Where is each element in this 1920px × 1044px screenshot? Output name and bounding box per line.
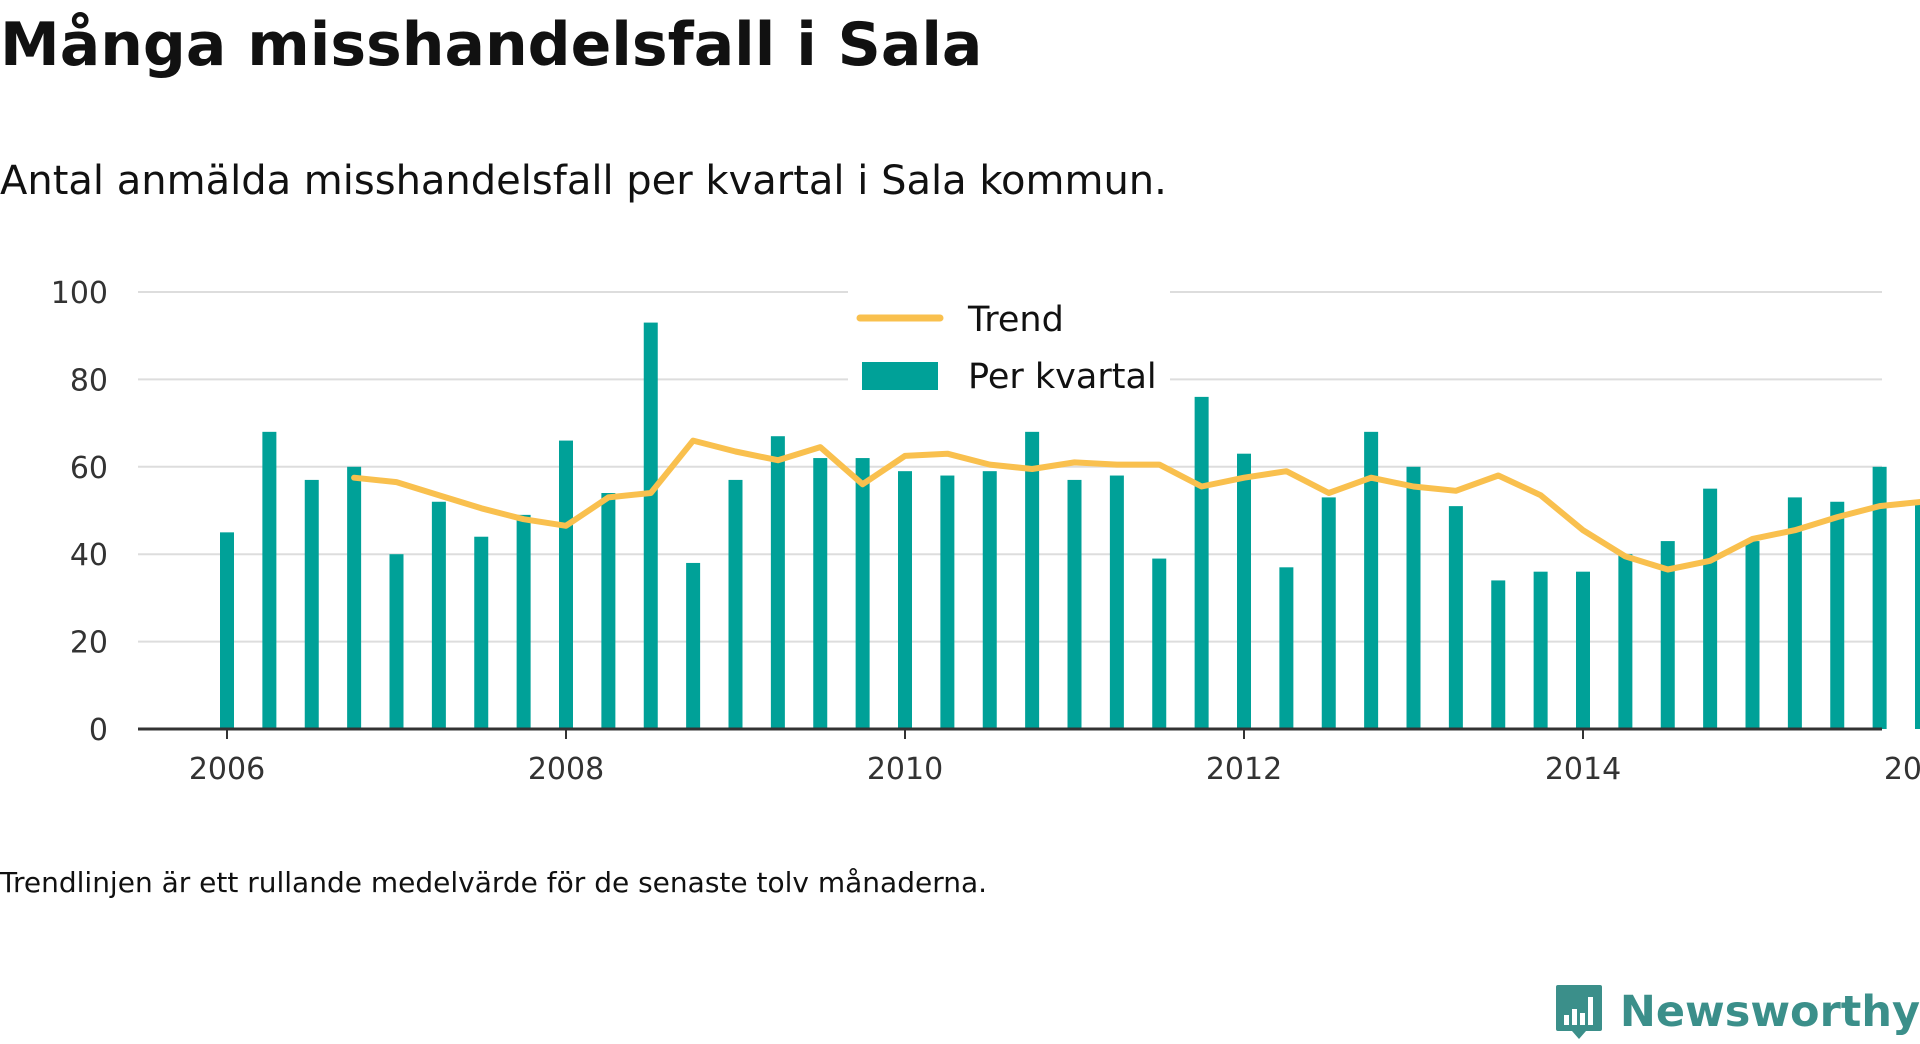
bar	[855, 458, 870, 729]
bar	[643, 322, 658, 729]
x-tick-label: 2006	[189, 752, 265, 787]
footnote: Trendlinjen är ett rullande medelvärde f…	[0, 866, 988, 899]
bar	[1787, 497, 1802, 729]
bar	[431, 501, 446, 729]
bar	[1194, 396, 1209, 729]
y-axis: 0 20 40 60 80 100	[51, 276, 108, 748]
y-tick-label: 20	[70, 626, 108, 661]
bar	[559, 440, 573, 729]
bar	[1491, 580, 1506, 729]
bar	[474, 536, 489, 729]
bar	[1279, 567, 1294, 729]
chart-title: Många misshandelsfall i Sala	[0, 10, 983, 80]
y-tick-label: 0	[89, 713, 108, 748]
x-tick-label: 2012	[1206, 752, 1282, 787]
x-tick-label: 2010	[867, 752, 943, 787]
bar	[1025, 431, 1040, 729]
bar	[770, 436, 785, 729]
bar	[1830, 501, 1845, 729]
bar	[1576, 571, 1590, 729]
bar	[1067, 479, 1082, 729]
bar	[686, 562, 701, 729]
bar	[1321, 497, 1336, 729]
y-tick-label: 60	[70, 451, 108, 486]
bar	[1448, 506, 1463, 729]
legend: Trend Per kvartal	[848, 290, 1170, 398]
x-axis: 2006200820102012201420162018202020222024	[189, 729, 1920, 787]
bar	[1152, 558, 1167, 729]
x-tick-label: 2016	[1884, 752, 1920, 787]
legend-bar-swatch	[862, 362, 938, 390]
chart-subtitle: Antal anmälda misshandelsfall per kvarta…	[0, 158, 1167, 204]
bar	[813, 458, 828, 729]
bar	[898, 471, 912, 729]
brand: Newsworthy	[1554, 980, 1920, 1044]
trend-series	[351, 437, 1920, 573]
bar	[1109, 475, 1124, 729]
bar	[1406, 466, 1421, 729]
bar	[389, 554, 404, 729]
bar	[1364, 431, 1379, 729]
bar	[516, 514, 531, 729]
bar	[220, 532, 234, 729]
bar	[728, 479, 743, 729]
bar	[1533, 571, 1548, 729]
legend-trend-label: Trend	[967, 300, 1064, 340]
bar	[347, 466, 362, 729]
newsworthy-logo-icon	[1555, 985, 1602, 1039]
y-tick-label: 80	[70, 363, 108, 398]
legend-bar-label: Per kvartal	[968, 357, 1157, 397]
y-tick-label: 100	[51, 276, 108, 311]
bar	[1618, 554, 1633, 729]
brand-name: Newsworthy	[1619, 987, 1920, 1037]
bar	[601, 493, 616, 729]
bar	[1660, 541, 1675, 729]
bar	[1703, 488, 1718, 729]
bar	[262, 431, 277, 729]
bar	[982, 471, 997, 729]
bar	[1915, 501, 1920, 729]
y-tick-label: 40	[70, 538, 108, 573]
bar	[1872, 466, 1887, 729]
bar-series	[220, 322, 1920, 729]
x-tick-label: 2014	[1545, 752, 1621, 787]
bar	[1237, 453, 1251, 729]
trend-line	[351, 437, 1920, 573]
bar	[940, 475, 955, 729]
bar	[1745, 541, 1760, 729]
x-tick-label: 2008	[528, 752, 604, 787]
bar	[304, 479, 319, 729]
